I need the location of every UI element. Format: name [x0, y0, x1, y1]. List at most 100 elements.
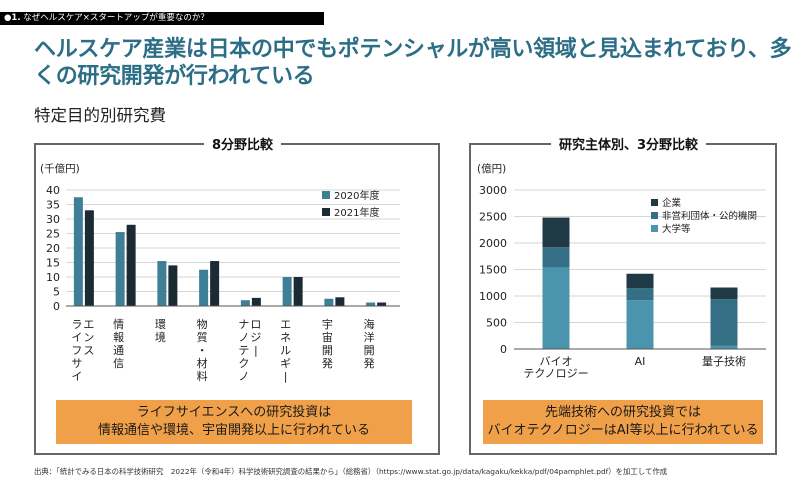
- left-bar-2021: [168, 265, 178, 306]
- left-category-char: ン: [83, 331, 94, 344]
- left-category-char: ク: [238, 357, 249, 370]
- right-y-tick-label: 500: [486, 317, 507, 330]
- right-category-line: 量子技術: [702, 355, 746, 368]
- left-legend: 2020年度 2021年度: [322, 189, 379, 219]
- left-category-char: ノ: [238, 331, 249, 344]
- left-bar-2021: [251, 297, 261, 306]
- left-bar-2020: [282, 277, 292, 306]
- left-callout-line2: 情報通信や環境、宇宙開発以上に行われている: [98, 423, 370, 438]
- right-callout: 先端技術への研究投資では バイオテクノロジーはAI等以上に行われている: [483, 400, 763, 444]
- left-bar-2021: [210, 261, 220, 306]
- left-category-char: ル: [280, 344, 291, 357]
- left-category-char: テ: [238, 344, 249, 357]
- left-y-tick-label: 40: [46, 184, 60, 197]
- left-category-char: 物: [197, 317, 208, 331]
- left-category-char: 海: [364, 317, 375, 331]
- left-bar-2021: [84, 210, 94, 306]
- right-y-tick-label: 2500: [479, 211, 507, 224]
- left-legend-swatch: [322, 191, 330, 199]
- left-bar-2021: [335, 297, 345, 306]
- left-category-char: 情: [113, 318, 124, 331]
- left-category-label: ライフサイエンス: [71, 318, 94, 383]
- left-bar-2020: [324, 298, 334, 306]
- section-number: ●1.: [4, 13, 21, 23]
- right-bar-university: [710, 345, 738, 349]
- left-callout: ライフサイエンスへの研究投資は 情報通信や環境、宇宙開発以上に行われている: [56, 400, 412, 444]
- right-bar-company: [626, 273, 654, 289]
- left-category-char: ギ: [280, 357, 291, 370]
- right-y-tick-label: 0: [500, 343, 507, 356]
- left-category-char: 開: [322, 344, 333, 357]
- right-bar-university: [626, 300, 654, 349]
- right-category-line: バイオ: [540, 355, 573, 368]
- left-category-char: ・: [197, 344, 208, 357]
- left-category-label: 物質・材料: [197, 317, 208, 383]
- right-y-axis-label: (億円): [477, 162, 506, 175]
- left-callout-line1: ライフサイエンスへの研究投資は: [136, 405, 332, 420]
- left-category-char: 洋: [364, 330, 375, 344]
- right-bar-nonprofit: [542, 247, 570, 268]
- left-chart-panel: 8分野比較: [34, 134, 440, 455]
- right-category-label: AI: [635, 355, 646, 368]
- left-y-tick-label: 15: [46, 257, 60, 270]
- right-bar-nonprofit: [710, 299, 738, 346]
- left-category-char: イ: [71, 370, 82, 383]
- left-legend-label: 2021年度: [334, 206, 379, 219]
- left-category-char: 料: [197, 369, 208, 383]
- left-category-label: 情報通信: [113, 318, 124, 370]
- left-bar-2020: [157, 261, 167, 306]
- left-category-char: 質: [197, 330, 208, 344]
- left-bar-2020: [199, 269, 209, 306]
- left-category-char: エ: [83, 318, 94, 331]
- left-category-char: ロ: [250, 318, 261, 331]
- left-category-char: ス: [83, 344, 94, 357]
- left-category-char: 境: [155, 330, 166, 344]
- right-legend-label: 大学等: [662, 223, 691, 235]
- left-category-label: 宇宙開発: [322, 318, 333, 370]
- left-y-tick-label: 5: [53, 286, 60, 299]
- left-y-tick-label: 35: [46, 199, 60, 212]
- left-category-char: 発: [322, 356, 333, 370]
- left-category-char: ジ: [250, 331, 261, 344]
- left-category-char: |: [284, 370, 288, 383]
- left-y-tick-label: 10: [46, 271, 60, 284]
- right-bar-university: [542, 267, 570, 349]
- left-category-char: ラ: [71, 318, 82, 331]
- left-bar-2020: [366, 302, 376, 306]
- right-callout-line1: 先端技術への研究投資では: [544, 405, 701, 420]
- right-bar-nonprofit: [626, 288, 654, 301]
- left-category-char: ナ: [238, 318, 249, 331]
- left-category-char: 発: [364, 356, 375, 370]
- right-legend-label: 非営利団体・公的機関: [662, 210, 757, 222]
- right-chart-title: 研究主体別、3分野比較: [551, 134, 707, 153]
- page-headline: ヘルスケア産業は日本の中でもポテンシャルが高い領域と見込まれており、多くの研究開…: [34, 37, 792, 89]
- left-category-char: 環: [155, 318, 166, 331]
- left-y-axis-label: (千億円): [40, 162, 80, 175]
- right-callout-line2: バイオテクノロジーはAI等以上に行われている: [487, 423, 759, 438]
- right-y-tick-label: 1000: [479, 290, 507, 303]
- left-y-tick-label: 30: [46, 213, 60, 226]
- left-bar-2020: [73, 197, 83, 306]
- right-legend-label: 企業: [662, 197, 682, 209]
- right-legend-swatch: [651, 212, 658, 219]
- left-y-tick-label: 25: [46, 228, 60, 241]
- right-category-line: テクノロジー: [523, 367, 588, 380]
- left-category-char: イ: [71, 331, 82, 344]
- left-category-char: サ: [71, 357, 82, 370]
- left-bar-2021: [377, 302, 387, 306]
- left-category-char: 材: [197, 356, 208, 370]
- right-category-label: 量子技術: [702, 355, 746, 368]
- right-bar-company: [542, 217, 570, 248]
- right-chart-panel: 研究主体別、3分野比較: [469, 134, 777, 455]
- right-y-tick-label: 3000: [479, 184, 507, 197]
- left-bar-2021: [126, 224, 136, 306]
- right-y-tick-label: 2000: [479, 237, 507, 250]
- right-bar-company: [710, 287, 738, 300]
- right-y-tick-label: 1500: [479, 264, 507, 277]
- right-category-line: AI: [635, 355, 646, 368]
- left-category-char: フ: [71, 344, 82, 357]
